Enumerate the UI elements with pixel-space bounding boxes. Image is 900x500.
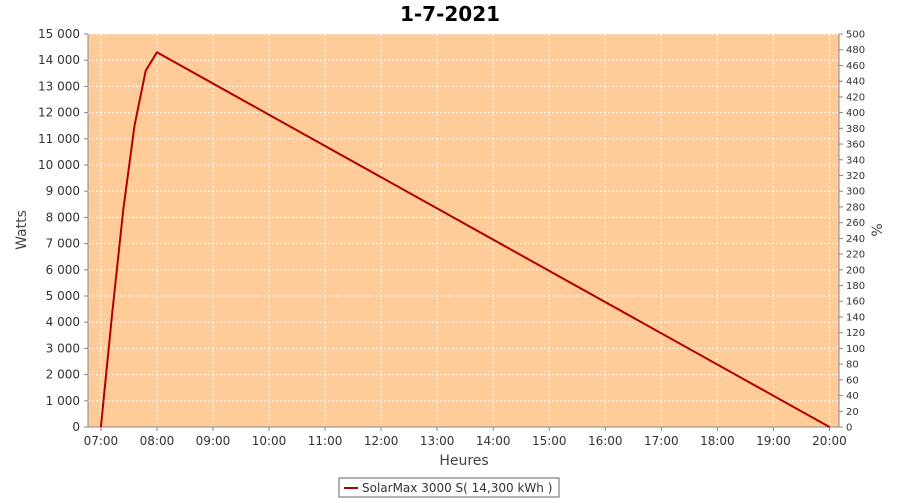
x-tick-label: 19:00 [756, 434, 791, 448]
y-axis-label: Watts [14, 210, 30, 250]
y2-tick-label: 420 [846, 92, 865, 103]
y2-tick-label: 140 [846, 312, 865, 323]
y2-tick-label: 40 [846, 391, 859, 402]
y-tick-label: 10 000 [38, 158, 80, 172]
x-tick-label: 08:00 [140, 434, 175, 448]
y2-tick-label: 280 [846, 202, 865, 213]
y2-tick-label: 120 [846, 328, 865, 339]
y2-tick-label: 340 [846, 155, 865, 166]
legend-entry: SolarMax 3000 S( 14,300 kWh ) [362, 481, 552, 495]
y-tick-label: 0 [72, 420, 80, 434]
x-tick-label: 16:00 [588, 434, 623, 448]
y2-tick-label: 0 [846, 423, 852, 434]
x-tick-label: 15:00 [532, 434, 567, 448]
y2-tick-label: 80 [846, 360, 859, 371]
x-tick-label: 14:00 [476, 434, 511, 448]
grid-lines [88, 33, 839, 428]
y-tick-label: 9 000 [46, 184, 80, 198]
x-tick-label: 17:00 [644, 434, 679, 448]
y-tick-label: 2 000 [46, 368, 80, 382]
legend-box [338, 477, 560, 498]
y2-tick-label: 440 [846, 77, 865, 88]
y2-axis-ticks: 0 20 40 60 80 100 120 140 160 180 200 220 240 260 280 3… [839, 30, 865, 434]
y-tick-label: 7 000 [46, 237, 80, 251]
x-tick-label: 11:00 [308, 434, 343, 448]
y2-tick-label: 300 [846, 187, 865, 198]
y2-tick-label: 20 [846, 407, 859, 418]
x-tick-label: 20:00 [812, 434, 847, 448]
legend: SolarMax 3000 S( 14,300 kWh ) [338, 477, 560, 498]
plot-area [88, 34, 839, 427]
y-tick-label: 11 000 [38, 132, 80, 146]
series-layer [99, 51, 830, 428]
y2-tick-label: 220 [846, 250, 865, 261]
y2-tick-label: 100 [846, 344, 865, 355]
y2-tick-label: 260 [846, 218, 865, 229]
y2-tick-label: 60 [846, 375, 859, 386]
y-tick-label: 6 000 [46, 263, 80, 277]
y2-tick-label: 160 [846, 297, 865, 308]
y2-tick-label: 380 [846, 124, 865, 135]
y2-tick-label: 460 [846, 61, 865, 72]
y2-tick-label: 400 [846, 108, 865, 119]
y-tick-label: 4 000 [46, 315, 80, 329]
x-tick-label: 09:00 [196, 434, 231, 448]
y-tick-label: 1 000 [46, 394, 80, 408]
y-tick-label: 12 000 [38, 106, 80, 120]
y2-tick-label: 360 [846, 140, 865, 151]
series-line-0 [99, 51, 830, 428]
x-axis-label: Heures [439, 453, 488, 469]
y-axis-ticks: 0 1 000 2 000 3 000 4 000 5 000 6 000 7 000 8 00… [38, 27, 88, 434]
y-tick-label: 13 000 [38, 79, 80, 93]
y-tick-label: 3 000 [46, 341, 80, 355]
y2-tick-label: 200 [846, 265, 865, 276]
y-tick-label: 8 000 [46, 210, 80, 224]
y2-tick-label: 320 [846, 171, 865, 182]
x-tick-label: 07:00 [84, 434, 119, 448]
y2-axis-label: % [870, 223, 886, 236]
y2-tick-label: 480 [846, 45, 865, 56]
x-axis-ticks: 07:00 08:00 09:00 10:00 11:00 12:00 13:00 14:00… [84, 427, 847, 448]
x-tick-label: 18:00 [700, 434, 735, 448]
x-tick-label: 12:00 [364, 434, 399, 448]
y2-tick-label: 180 [846, 281, 865, 292]
chart-title: 1-7-2021 [400, 2, 500, 26]
y2-tick-label: 240 [846, 234, 865, 245]
x-tick-label: 10:00 [252, 434, 287, 448]
y-tick-label: 15 000 [38, 27, 80, 41]
y-tick-label: 5 000 [46, 289, 80, 303]
y-tick-label: 14 000 [38, 53, 80, 67]
x-tick-label: 13:00 [420, 434, 455, 448]
y2-tick-label: 500 [846, 30, 865, 41]
